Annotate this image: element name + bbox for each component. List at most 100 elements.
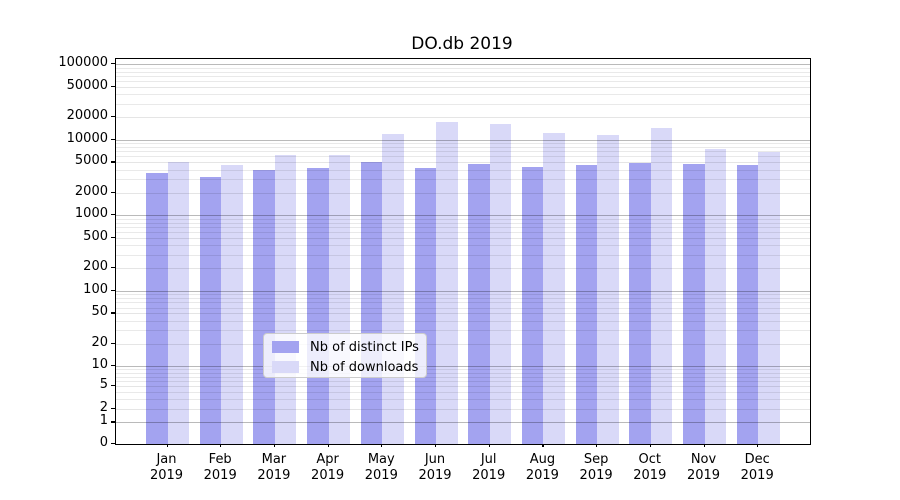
- gridline-400: [116, 245, 810, 247]
- y-tick-100000: [111, 63, 115, 65]
- gridline-50: [116, 313, 810, 315]
- bar-downloads-dec: [758, 152, 780, 444]
- gridline-90: [116, 294, 810, 296]
- gridline-700: [116, 226, 810, 228]
- bar-downloads-feb: [221, 165, 243, 444]
- x-tick-label-year: 2019: [203, 468, 237, 483]
- legend: Nb of distinct IPs Nb of downloads: [263, 333, 427, 378]
- y-tick-50: [111, 312, 115, 314]
- x-tick-label-month: Apr: [316, 452, 339, 467]
- y-tick-1000: [111, 214, 115, 216]
- gridline-70000: [116, 75, 810, 77]
- bar-distinct-ips-dec: [736, 164, 759, 444]
- x-tick-label-month: Jun: [424, 452, 446, 467]
- bar-distinct-ips-apr: [307, 168, 329, 444]
- bar-downloads-jun: [436, 121, 458, 444]
- gridline-9: [116, 369, 810, 371]
- x-tick-label-year: 2019: [740, 468, 774, 483]
- y-tick-5: [111, 385, 115, 387]
- y-tick-label-1000: 1000: [74, 206, 108, 222]
- x-tick-aug: [542, 443, 544, 447]
- legend-swatch-downloads: [272, 361, 299, 373]
- y-tick-label-0: 0: [99, 435, 108, 450]
- x-tick-label-jan: Jan 2019: [140, 452, 194, 484]
- gridline-1000: [116, 215, 810, 217]
- legend-label-downloads: Nb of downloads: [310, 359, 419, 375]
- gridline-8: [116, 372, 810, 374]
- legend-row-downloads: Nb of downloads: [264, 357, 426, 377]
- gridline-3: [116, 399, 810, 400]
- x-tick-label-month: Sep: [583, 452, 609, 467]
- bar-distinct-ips-jun: [414, 168, 436, 444]
- y-tick-label-10000: 10000: [66, 130, 108, 146]
- y-tick-20000: [111, 115, 115, 118]
- gridline-3000: [116, 179, 810, 181]
- bar-distinct-ips-jan: [146, 173, 168, 444]
- x-tick-nov: [703, 443, 705, 447]
- chart-title: DO.db 2019: [411, 34, 513, 54]
- y-tick-10: [111, 365, 115, 367]
- gridline-10: [116, 366, 810, 368]
- x-tick-apr: [327, 443, 329, 447]
- y-tick-500: [111, 236, 115, 239]
- x-tick-oct: [649, 443, 651, 447]
- x-tick-label-year: 2019: [633, 468, 667, 483]
- gridline-5: [116, 386, 810, 388]
- bar-downloads-sep: [597, 135, 619, 444]
- x-tick-label-year: 2019: [472, 468, 506, 483]
- gridline-80000: [116, 71, 810, 73]
- bar-downloads-jan: [167, 161, 189, 444]
- x-tick-label-aug: Aug 2019: [515, 452, 569, 484]
- x-tick-feb: [220, 443, 222, 447]
- gridline-4: [116, 391, 810, 393]
- gridline-7000: [116, 151, 810, 153]
- gridline-900: [116, 218, 810, 220]
- gridline-2: [116, 409, 810, 411]
- y-tick-50000: [111, 85, 115, 88]
- x-tick-label-nov: Nov 2019: [677, 452, 731, 484]
- x-tick-label-jun: Jun 2019: [408, 452, 462, 484]
- y-tick-label-100000: 100000: [58, 55, 108, 71]
- y-tick-label-2: 2: [99, 400, 108, 416]
- gridline-300: [116, 254, 810, 256]
- gridline-60: [116, 307, 810, 309]
- gridline-2000: [116, 192, 810, 194]
- y-tick-label-5000: 5000: [74, 153, 108, 169]
- gridline-8000: [116, 147, 810, 148]
- y-tick-label-20000: 20000: [66, 107, 108, 123]
- x-tick-label-month: Aug: [529, 452, 556, 467]
- gridline-6: [116, 381, 810, 382]
- y-tick-label-500: 500: [83, 228, 108, 244]
- legend-label-distinct-ips: Nb of distinct IPs: [310, 339, 419, 355]
- bar-distinct-ips-oct: [629, 163, 651, 444]
- y-tick-200: [111, 267, 115, 269]
- x-tick-label-month: Jul: [480, 452, 497, 467]
- x-tick-mar: [273, 443, 276, 447]
- x-tick-label-month: Jan: [156, 452, 177, 467]
- x-tick-label-month: Dec: [744, 452, 770, 467]
- x-tick-label-year: 2019: [418, 468, 452, 483]
- gridline-200: [116, 268, 810, 269]
- gridline-40: [116, 320, 810, 322]
- gridline-100: [116, 290, 810, 292]
- x-tick-dec: [757, 443, 759, 447]
- x-tick-label-year: 2019: [149, 468, 184, 483]
- x-tick-label-year: 2019: [686, 468, 721, 483]
- gridline-80: [116, 298, 810, 299]
- gridline-70: [116, 302, 810, 304]
- y-tick-0: [111, 443, 115, 445]
- bar-downloads-apr: [328, 154, 351, 444]
- x-tick-label-year: 2019: [525, 468, 559, 483]
- x-tick-label-year: 2019: [364, 468, 398, 483]
- y-tick-label-50000: 50000: [66, 77, 108, 93]
- x-tick-jul: [488, 443, 490, 447]
- x-tick-label-jul: Jul 2019: [462, 452, 516, 484]
- bar-downloads-jul: [489, 124, 512, 444]
- y-tick-label-100: 100: [83, 281, 108, 297]
- y-tick-1: [111, 421, 115, 423]
- x-tick-label-month: May: [367, 452, 395, 467]
- gridline-7: [116, 376, 810, 378]
- x-tick-label-apr: Apr 2019: [301, 452, 355, 484]
- y-tick-label-50: 50: [91, 304, 108, 320]
